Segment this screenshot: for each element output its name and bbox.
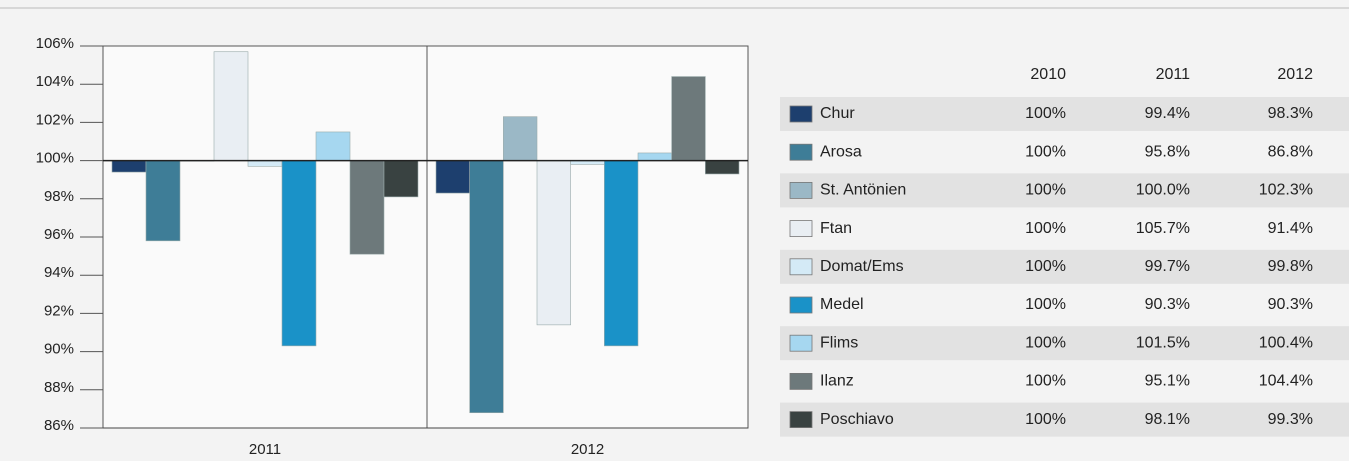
table-cell: 101.5% [1136, 334, 1190, 351]
legend-label: Chur [820, 105, 855, 122]
table-cell: 90.3% [1268, 296, 1313, 313]
bar [281, 160, 317, 347]
table-cell: 100% [1025, 182, 1066, 199]
x-tick-label: 2012 [571, 441, 604, 458]
x-tick-label: 2011 [249, 441, 281, 458]
table-cell: 99.4% [1145, 105, 1190, 122]
table-cell: 99.8% [1268, 258, 1313, 275]
bar [671, 76, 706, 161]
legend-swatch [789, 181, 813, 199]
row-band [780, 173, 1349, 208]
table-cell: 100% [1025, 334, 1066, 351]
y-tick-label: 90% [44, 341, 74, 358]
table-cell: 100% [1025, 258, 1066, 275]
table-cell: 100% [1025, 411, 1066, 428]
table-cell: 105.7% [1136, 220, 1190, 237]
table-cell: 100% [1025, 143, 1066, 160]
bar [469, 160, 504, 414]
table-header: 2012 [1277, 66, 1313, 83]
table-cell: 100% [1025, 296, 1066, 313]
y-tick-label: 98% [44, 188, 74, 205]
legend-swatch [789, 334, 813, 352]
bar [503, 116, 538, 161]
legend-label: Poschiavo [820, 411, 894, 428]
table-cell: 102.3% [1259, 182, 1313, 199]
y-tick-label: 88% [44, 379, 74, 396]
legend-swatch [789, 220, 813, 238]
legend-label: Ilanz [820, 373, 854, 390]
bar [383, 160, 419, 198]
row-band [780, 402, 1349, 437]
y-tick-label: 86% [44, 417, 74, 434]
bar [604, 160, 639, 347]
table-cell: 100% [1025, 220, 1066, 237]
table-cell: 95.1% [1145, 373, 1190, 390]
legend-label: Ftan [820, 220, 852, 237]
table-cell: 99.7% [1145, 258, 1190, 275]
bar [111, 160, 147, 173]
table-cell: 98.3% [1268, 105, 1313, 122]
legend-label: Domat/Ems [820, 258, 904, 275]
y-tick-label: 100% [36, 150, 74, 167]
bar [705, 160, 740, 175]
y-tick-label: 94% [44, 264, 74, 281]
legend-swatch [789, 372, 813, 390]
bar [247, 160, 283, 167]
table-header: 2011 [1156, 66, 1191, 83]
bar [145, 160, 181, 242]
y-tick-label: 96% [44, 226, 74, 243]
table-cell: 90.3% [1145, 296, 1190, 313]
table-header: 2010 [1030, 66, 1066, 83]
row-band [780, 326, 1349, 361]
bar [536, 160, 571, 326]
table-cell: 99.3% [1268, 411, 1313, 428]
legend-label: Arosa [820, 143, 862, 160]
legend-swatch [789, 143, 813, 161]
table-cell: 100% [1025, 105, 1066, 122]
y-tick-label: 102% [36, 111, 74, 128]
table-cell: 98.1% [1145, 411, 1190, 428]
bar [435, 160, 470, 194]
table-cell: 100% [1025, 373, 1066, 390]
legend-label: Flims [820, 334, 858, 351]
table-cell: 91.4% [1268, 220, 1313, 237]
bar [213, 51, 249, 161]
y-tick-label: 104% [36, 73, 74, 90]
legend-label: St. Antönien [820, 182, 906, 199]
row-band [780, 249, 1349, 284]
table-cell: 100.4% [1259, 334, 1313, 351]
y-tick-label: 106% [36, 35, 74, 52]
table-cell: 95.8% [1145, 143, 1190, 160]
legend-swatch [789, 411, 813, 429]
plot-frame [102, 45, 749, 429]
table-cell: 86.8% [1268, 143, 1313, 160]
bar [637, 152, 672, 161]
bar [315, 131, 351, 161]
y-tick-label: 92% [44, 302, 74, 319]
legend-swatch [789, 258, 813, 276]
legend-label: Medel [820, 296, 864, 313]
row-band [780, 97, 1349, 131]
table-cell: 104.4% [1259, 373, 1313, 390]
legend-swatch [789, 296, 813, 314]
bar [349, 160, 385, 255]
legend-swatch [789, 105, 813, 123]
table-cell: 100.0% [1136, 182, 1190, 199]
